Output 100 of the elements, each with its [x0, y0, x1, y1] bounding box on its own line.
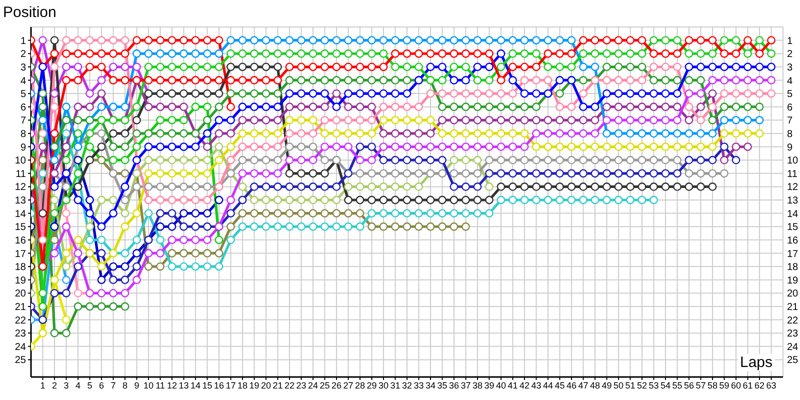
x-tick-label: 6	[98, 380, 104, 390]
x-tick-label: 1	[40, 380, 46, 390]
x-tick-label: 21	[272, 380, 283, 390]
x-tick-label: 26	[331, 380, 342, 390]
x-tick-label: 48	[590, 380, 600, 390]
x-tick-label: 43	[531, 380, 542, 390]
x-tick-label: 55	[672, 380, 682, 390]
x-tick-label: 7	[110, 380, 116, 390]
x-tick-label: 3	[64, 380, 69, 390]
x-tick-label: 49	[602, 380, 612, 390]
y-tick-label: 25	[14, 355, 26, 366]
y-tick-label: 19	[14, 275, 26, 286]
x-tick-label: 15	[202, 380, 212, 390]
x-tick-label: 5	[87, 380, 92, 390]
y-tick-label: 5	[20, 89, 26, 100]
x-tick-label: 27	[343, 380, 354, 390]
y2-tick-label: 7	[787, 116, 793, 127]
y-tick-label: 12	[14, 182, 26, 194]
y2-tick-label: 25	[787, 355, 799, 366]
y-tick-label: 20	[14, 288, 26, 300]
x-tick-label: 39	[484, 380, 494, 390]
x-tick-label: 47	[578, 380, 588, 390]
y2-tick-label: 19	[787, 275, 799, 286]
y-tick-label: 17	[14, 248, 26, 260]
y-tick-label: 4	[20, 76, 26, 87]
y-tick-label: 9	[20, 142, 26, 154]
y2-tick-label: 11	[787, 168, 798, 180]
x-tick-label: 50	[613, 380, 624, 390]
y-tick-label: 13	[14, 196, 26, 207]
x-tick-label: 60	[730, 380, 742, 390]
x-tick-label: 63	[766, 380, 776, 390]
x-tick-label: 36	[448, 380, 460, 390]
x-tick-label: 24	[308, 380, 318, 390]
y2-tick-label: 9	[787, 142, 793, 154]
x-tick-label: 12	[166, 380, 178, 390]
x-tick-label: 4	[75, 380, 81, 390]
x-tick-label: 40	[496, 380, 506, 390]
y2-tick-label: 10	[787, 156, 799, 167]
y-axis-title: Position	[3, 4, 56, 21]
x-tick-label: 37	[460, 380, 471, 390]
y-tick-label: 23	[14, 328, 26, 340]
x-tick-label: 8	[122, 380, 128, 390]
x-tick-label: 58	[707, 380, 718, 390]
x-tick-label: 22	[284, 380, 295, 390]
x-tick-label: 62	[754, 380, 765, 390]
x-tick-label: 11	[156, 380, 165, 390]
x-tick-label: 56	[684, 380, 694, 390]
x-tick-label: 2	[52, 380, 58, 390]
y-tick-label: 15	[14, 222, 26, 234]
y2-tick-label: 12	[787, 182, 799, 194]
x-tick-label: 52	[636, 380, 648, 390]
x-tick-label: 31	[390, 380, 400, 390]
x-tick-label: 18	[237, 380, 248, 390]
y-tick-label: 11	[16, 168, 26, 180]
y-tick-label: 7	[20, 116, 26, 127]
y2-tick-label: 13	[787, 196, 799, 207]
x-tick-label: 38	[472, 380, 483, 390]
y2-tick-label: 17	[787, 248, 799, 260]
y2-tick-label: 21	[787, 302, 799, 314]
y-tick-label: 14	[14, 208, 26, 220]
y-tick-label: 16	[14, 235, 26, 246]
x-tick-label: 14	[190, 380, 201, 390]
x-tick-label: 25	[320, 380, 330, 390]
x-tick-label: 54	[660, 380, 671, 390]
x-tick-label: 30	[378, 380, 389, 390]
y2-tick-label: 14	[787, 208, 799, 220]
x-tick-label: 41	[508, 380, 518, 390]
y-tick-label: 10	[14, 156, 26, 167]
x-tick-label: 13	[178, 380, 189, 390]
y-tick-label: 21	[14, 302, 26, 314]
y2-tick-label: 1	[787, 36, 793, 47]
y2-tick-label: 2	[787, 49, 793, 60]
x-tick-label: 57	[696, 380, 706, 390]
x-tick-label: 45	[554, 380, 565, 390]
x-tick-label: 46	[566, 380, 577, 390]
y2-tick-label: 15	[787, 222, 799, 234]
x-tick-label: 28	[354, 380, 366, 390]
y2-tick-label: 3	[787, 62, 793, 74]
y-tick-label: 6	[20, 102, 26, 114]
x-tick-label: 17	[226, 380, 236, 390]
y2-tick-label: 5	[787, 89, 793, 100]
y2-tick-label: 24	[787, 342, 799, 353]
y-tick-label: 24	[14, 342, 26, 353]
x-tick-label: 29	[366, 380, 377, 390]
x-tick-label: 35	[437, 380, 448, 390]
x-axis-title: Laps	[738, 354, 775, 371]
x-tick-label: 59	[719, 380, 730, 390]
x-tick-label: 23	[296, 380, 306, 390]
x-tick-label: 34	[425, 380, 436, 390]
x-tick-label: 19	[249, 380, 260, 390]
y-tick-label: 22	[14, 315, 26, 326]
x-tick-label: 20	[260, 380, 272, 390]
x-tick-label: 16	[214, 380, 224, 390]
y-tick-label: 1	[20, 36, 26, 47]
x-tick-label: 44	[542, 380, 554, 390]
x-tick-label: 33	[414, 380, 424, 390]
y2-tick-label: 8	[787, 129, 793, 140]
x-tick-label: 53	[648, 380, 659, 390]
y2-tick-label: 16	[787, 235, 799, 246]
y2-tick-label: 23	[787, 328, 799, 340]
